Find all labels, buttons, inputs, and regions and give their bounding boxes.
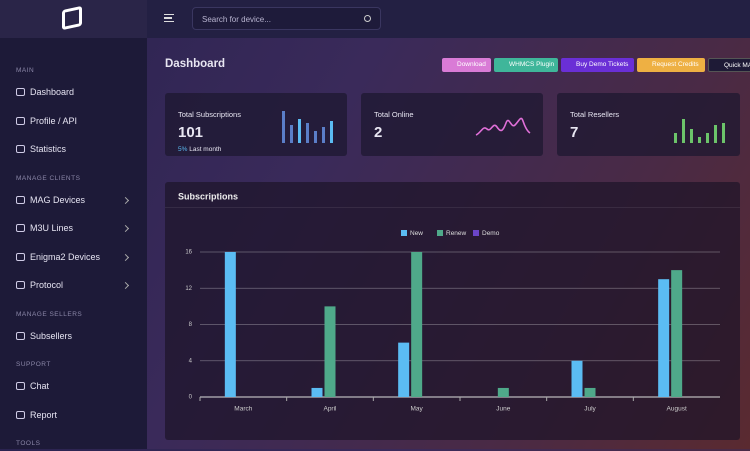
y-tick-label: 12	[185, 286, 192, 292]
menu: MAIN Dashboard Profile / API Statistics MANA…	[0, 38, 147, 451]
x-tick-label: March	[234, 406, 252, 413]
sparkline	[475, 117, 531, 136]
legend-label: Renew	[446, 230, 467, 237]
bar	[584, 387, 596, 397]
change-percent: 5%	[178, 146, 188, 153]
bar	[571, 360, 583, 397]
bar	[398, 342, 410, 397]
x-tick-label: July	[584, 406, 596, 413]
bar	[311, 387, 323, 397]
bar	[324, 306, 336, 397]
menu-item[interactable]: Subsellers	[0, 322, 147, 351]
topbar: Search for device...	[147, 0, 750, 38]
menu-item-label: Enigma2 Devices	[30, 251, 101, 262]
menu-section-title: SUPPORT	[16, 361, 51, 368]
card-change: 5% Last month	[178, 146, 221, 153]
card-value: 7	[570, 124, 579, 141]
stat-card: Total Subscriptions 101 5% Last month	[165, 93, 347, 156]
bar	[497, 387, 509, 397]
sparkline	[674, 119, 725, 143]
menu-item[interactable]: Protocol	[0, 271, 147, 300]
menu-item-label: Protocol	[30, 280, 64, 290]
bar	[411, 252, 423, 397]
bar	[658, 279, 670, 397]
menu-item-label: MAG Devices	[30, 194, 86, 205]
x-tick-label: April	[323, 406, 337, 413]
menu-item-label: Chat	[30, 381, 50, 391]
search-input[interactable]: Search for device...	[192, 7, 381, 30]
x-tick-label: May	[411, 406, 424, 413]
y-tick-label: 16	[185, 250, 192, 256]
chart-title: Subscriptions	[178, 191, 238, 201]
x-tick-label: August	[667, 406, 687, 413]
card-value: 2	[374, 124, 383, 141]
menu-item[interactable]: MAG Devices	[0, 186, 147, 215]
sidebar: MAIN Dashboard Profile / API Statistics MANA…	[0, 0, 147, 449]
legend-swatch	[473, 230, 479, 236]
menu-item[interactable]: Chat	[0, 372, 147, 401]
x-tick-label: June	[496, 406, 510, 413]
menu-section-title: MAIN	[16, 67, 35, 74]
menu-item[interactable]: M3U Lines	[0, 214, 147, 243]
stat-card: Total Resellers 7	[557, 93, 740, 156]
legend-swatch	[437, 230, 443, 236]
menu-item-label: M3U Lines	[30, 223, 74, 233]
menu-item-label: Report	[30, 409, 58, 420]
legend-swatch	[401, 230, 407, 236]
menu-item[interactable]: Dashboard	[0, 78, 147, 107]
menu-item[interactable]: Enigma2 Devices	[0, 243, 147, 272]
quick-button[interactable]: Quick MA	[708, 58, 750, 72]
chart-card: Subscriptions 0 4 8 12 16 New Renew Demo March Ap…	[165, 182, 740, 440]
menu-item-label: Subsellers	[30, 330, 73, 341]
card-value: 101	[178, 124, 204, 141]
change-note: Last month	[189, 146, 222, 153]
credits-button[interactable]: Request Credits	[637, 58, 705, 72]
card-label: Total Subscriptions	[178, 110, 241, 119]
card-label: Total Online	[374, 110, 414, 119]
menu-section-title: TOOLS	[16, 440, 41, 447]
legend-label: New	[410, 230, 423, 237]
bar	[224, 252, 236, 397]
chart: Subscriptions 0 4 8 12 16 New Renew Demo March Ap…	[178, 191, 720, 413]
card-label: Total Resellers	[570, 110, 620, 119]
y-tick-label: 0	[189, 395, 193, 401]
menu-item[interactable]: Profile / API	[0, 107, 147, 136]
menu-section-title: MANAGE CLIENTS	[16, 174, 81, 182]
stat-card: Total Online 2	[361, 93, 543, 156]
y-tick-label: 4	[189, 358, 193, 364]
menu-item-label: Profile / API	[30, 115, 78, 126]
menu-toggle[interactable]	[164, 14, 174, 22]
bar	[671, 270, 683, 397]
y-tick-label: 8	[189, 322, 193, 328]
download-button[interactable]: Download	[442, 58, 491, 72]
menu-item-label: Statistics	[30, 144, 67, 154]
logo[interactable]	[0, 0, 147, 38]
menu-section-title: MANAGE SELLERS	[16, 310, 83, 318]
legend-label: Demo	[482, 230, 500, 237]
whmcs-button[interactable]: WHMCS Plugin	[494, 58, 558, 72]
menu-item[interactable]: Statistics	[0, 135, 147, 164]
page-title: Dashboard	[165, 58, 226, 70]
search-placeholder: Search for device...	[202, 15, 271, 24]
sparkline	[282, 111, 333, 143]
menu-item[interactable]: Report	[0, 401, 147, 430]
demo-tickets-button[interactable]: Buy Demo Tickets	[561, 58, 634, 72]
menu-item-label: Dashboard	[30, 87, 75, 97]
